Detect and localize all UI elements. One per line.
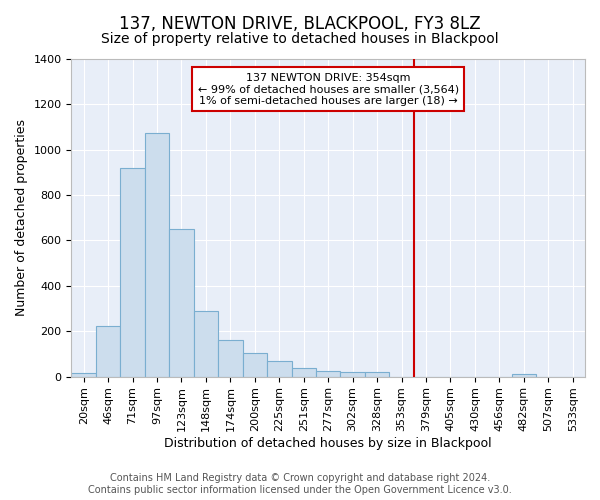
- Text: Contains HM Land Registry data © Crown copyright and database right 2024.
Contai: Contains HM Land Registry data © Crown c…: [88, 474, 512, 495]
- Bar: [316, 371, 340, 376]
- Text: 137 NEWTON DRIVE: 354sqm
← 99% of detached houses are smaller (3,564)
1% of semi: 137 NEWTON DRIVE: 354sqm ← 99% of detach…: [197, 72, 459, 106]
- Bar: [218, 340, 242, 376]
- Bar: [365, 372, 389, 376]
- Bar: [292, 368, 316, 376]
- Bar: [169, 229, 194, 376]
- Bar: [121, 168, 145, 376]
- Bar: [340, 372, 365, 376]
- Bar: [194, 311, 218, 376]
- Text: 137, NEWTON DRIVE, BLACKPOOL, FY3 8LZ: 137, NEWTON DRIVE, BLACKPOOL, FY3 8LZ: [119, 15, 481, 33]
- Bar: [71, 373, 96, 376]
- Bar: [512, 374, 536, 376]
- Bar: [96, 326, 121, 376]
- Text: Size of property relative to detached houses in Blackpool: Size of property relative to detached ho…: [101, 32, 499, 46]
- X-axis label: Distribution of detached houses by size in Blackpool: Distribution of detached houses by size …: [164, 437, 492, 450]
- Bar: [267, 360, 292, 376]
- Bar: [242, 353, 267, 376]
- Bar: [145, 132, 169, 376]
- Y-axis label: Number of detached properties: Number of detached properties: [15, 120, 28, 316]
